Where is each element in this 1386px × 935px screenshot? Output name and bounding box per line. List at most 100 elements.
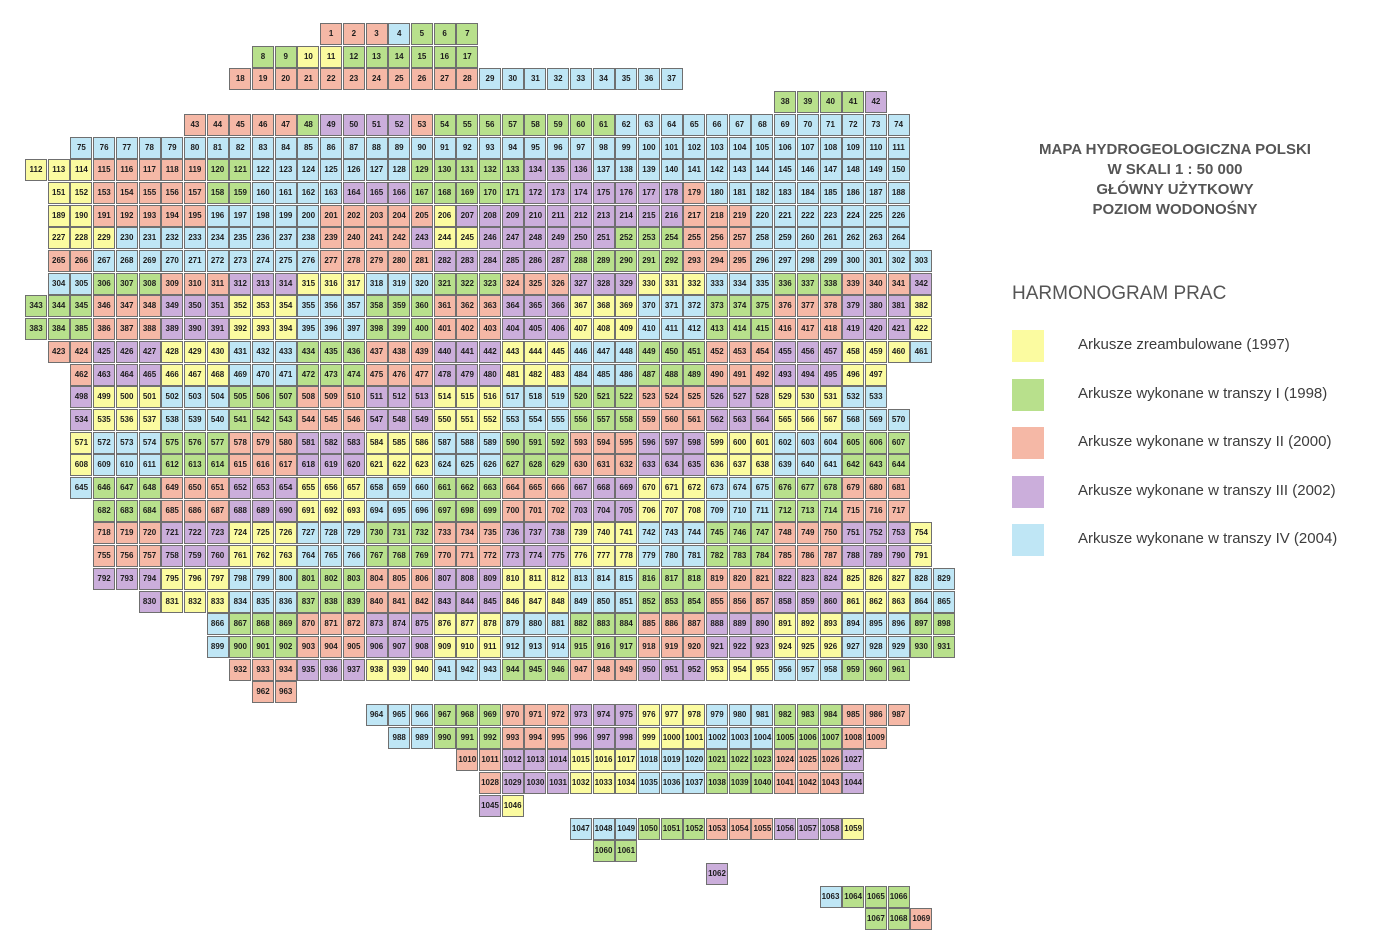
map-sheet-1043[interactable]: 1043 (819, 772, 842, 795)
map-sheet-558[interactable]: 558 (615, 408, 638, 431)
map-sheet-382[interactable]: 382 (910, 295, 933, 318)
map-sheet-6[interactable]: 6 (433, 23, 456, 45)
map-sheet-41[interactable]: 41 (842, 91, 865, 114)
map-sheet-158[interactable]: 158 (206, 181, 229, 204)
map-sheet-52[interactable]: 52 (388, 113, 411, 136)
map-sheet-66[interactable]: 66 (706, 113, 728, 136)
map-sheet-807[interactable]: 807 (433, 567, 456, 590)
map-sheet-886[interactable]: 886 (660, 613, 683, 636)
map-sheet-706[interactable]: 706 (637, 499, 660, 522)
map-sheet-789[interactable]: 789 (864, 545, 887, 568)
map-sheet-182[interactable]: 182 (751, 181, 774, 204)
map-sheet-754[interactable]: 754 (910, 522, 933, 545)
map-sheet-1028[interactable]: 1028 (479, 772, 501, 795)
map-sheet-513[interactable]: 513 (410, 386, 433, 409)
map-sheet-518[interactable]: 518 (524, 386, 547, 409)
map-sheet-387[interactable]: 387 (115, 318, 138, 341)
map-sheet-234[interactable]: 234 (206, 227, 229, 250)
map-sheet-478[interactable]: 478 (433, 363, 456, 386)
map-sheet-695[interactable]: 695 (388, 499, 411, 522)
map-sheet-474[interactable]: 474 (342, 363, 365, 386)
map-sheet-351[interactable]: 351 (206, 295, 229, 318)
map-sheet-222[interactable]: 222 (796, 204, 819, 227)
map-sheet-455[interactable]: 455 (774, 340, 797, 363)
map-sheet-576[interactable]: 576 (183, 431, 206, 454)
map-sheet-221[interactable]: 221 (774, 204, 797, 227)
map-sheet-1038[interactable]: 1038 (706, 772, 728, 795)
map-sheet-748[interactable]: 748 (774, 522, 797, 545)
map-sheet-910[interactable]: 910 (456, 635, 479, 658)
map-sheet-1025[interactable]: 1025 (796, 749, 819, 772)
map-sheet-242[interactable]: 242 (388, 227, 411, 250)
map-sheet-148[interactable]: 148 (842, 159, 865, 182)
map-sheet-1011[interactable]: 1011 (479, 749, 501, 772)
map-sheet-483[interactable]: 483 (547, 363, 570, 386)
map-sheet-849[interactable]: 849 (569, 590, 592, 613)
map-sheet-265[interactable]: 265 (47, 250, 70, 272)
map-sheet-971[interactable]: 971 (524, 704, 547, 726)
map-sheet-394[interactable]: 394 (274, 318, 297, 341)
map-sheet-451[interactable]: 451 (683, 340, 706, 363)
map-sheet-932[interactable]: 932 (229, 658, 252, 681)
map-sheet-154[interactable]: 154 (115, 181, 138, 204)
map-sheet-22[interactable]: 22 (320, 68, 343, 91)
map-sheet-197[interactable]: 197 (229, 204, 252, 227)
map-sheet-512[interactable]: 512 (388, 386, 411, 409)
map-sheet-599[interactable]: 599 (706, 431, 728, 454)
map-sheet-955[interactable]: 955 (751, 658, 774, 681)
map-sheet-546[interactable]: 546 (342, 408, 365, 431)
map-sheet-957[interactable]: 957 (796, 658, 819, 681)
map-sheet-302[interactable]: 302 (887, 250, 910, 272)
map-sheet-585[interactable]: 585 (388, 431, 411, 454)
map-sheet-612[interactable]: 612 (161, 454, 184, 477)
map-sheet-528[interactable]: 528 (751, 386, 774, 409)
map-sheet-1057[interactable]: 1057 (796, 817, 819, 840)
map-sheet-504[interactable]: 504 (206, 386, 229, 409)
map-sheet-181[interactable]: 181 (728, 181, 751, 204)
map-sheet-852[interactable]: 852 (637, 590, 660, 613)
map-sheet-766[interactable]: 766 (342, 545, 365, 568)
map-sheet-747[interactable]: 747 (751, 522, 774, 545)
map-sheet-401[interactable]: 401 (433, 318, 456, 341)
map-sheet-416[interactable]: 416 (774, 318, 797, 341)
map-sheet-934[interactable]: 934 (274, 658, 297, 681)
map-sheet-117[interactable]: 117 (138, 159, 161, 182)
map-sheet-437[interactable]: 437 (365, 340, 388, 363)
map-sheet-974[interactable]: 974 (592, 704, 615, 726)
map-sheet-348[interactable]: 348 (138, 295, 161, 318)
map-sheet-208[interactable]: 208 (479, 204, 501, 227)
map-sheet-359[interactable]: 359 (388, 295, 411, 318)
map-sheet-14[interactable]: 14 (388, 45, 411, 68)
map-sheet-399[interactable]: 399 (388, 318, 411, 341)
map-sheet-556[interactable]: 556 (569, 408, 592, 431)
map-sheet-579[interactable]: 579 (252, 431, 274, 454)
map-sheet-202[interactable]: 202 (342, 204, 365, 227)
map-sheet-723[interactable]: 723 (206, 522, 229, 545)
map-sheet-822[interactable]: 822 (774, 567, 797, 590)
map-sheet-525[interactable]: 525 (683, 386, 706, 409)
map-sheet-636[interactable]: 636 (706, 454, 728, 477)
map-sheet-923[interactable]: 923 (751, 635, 774, 658)
map-sheet-583[interactable]: 583 (342, 431, 365, 454)
map-sheet-566[interactable]: 566 (796, 408, 819, 431)
map-sheet-746[interactable]: 746 (728, 522, 751, 545)
map-sheet-914[interactable]: 914 (547, 635, 570, 658)
map-sheet-661[interactable]: 661 (433, 477, 456, 499)
map-sheet-480[interactable]: 480 (479, 363, 501, 386)
map-sheet-248[interactable]: 248 (524, 227, 547, 250)
map-sheet-596[interactable]: 596 (637, 431, 660, 454)
map-sheet-284[interactable]: 284 (479, 250, 501, 272)
map-sheet-673[interactable]: 673 (706, 477, 728, 499)
map-sheet-70[interactable]: 70 (796, 113, 819, 136)
map-sheet-961[interactable]: 961 (887, 658, 910, 681)
map-sheet-384[interactable]: 384 (47, 318, 70, 341)
map-sheet-249[interactable]: 249 (547, 227, 570, 250)
map-sheet-580[interactable]: 580 (274, 431, 297, 454)
map-sheet-53[interactable]: 53 (410, 113, 433, 136)
map-sheet-1060[interactable]: 1060 (592, 840, 615, 863)
map-sheet-924[interactable]: 924 (774, 635, 797, 658)
map-sheet-928[interactable]: 928 (864, 635, 887, 658)
map-sheet-697[interactable]: 697 (433, 499, 456, 522)
map-sheet-299[interactable]: 299 (819, 250, 842, 272)
map-sheet-970[interactable]: 970 (501, 704, 524, 726)
